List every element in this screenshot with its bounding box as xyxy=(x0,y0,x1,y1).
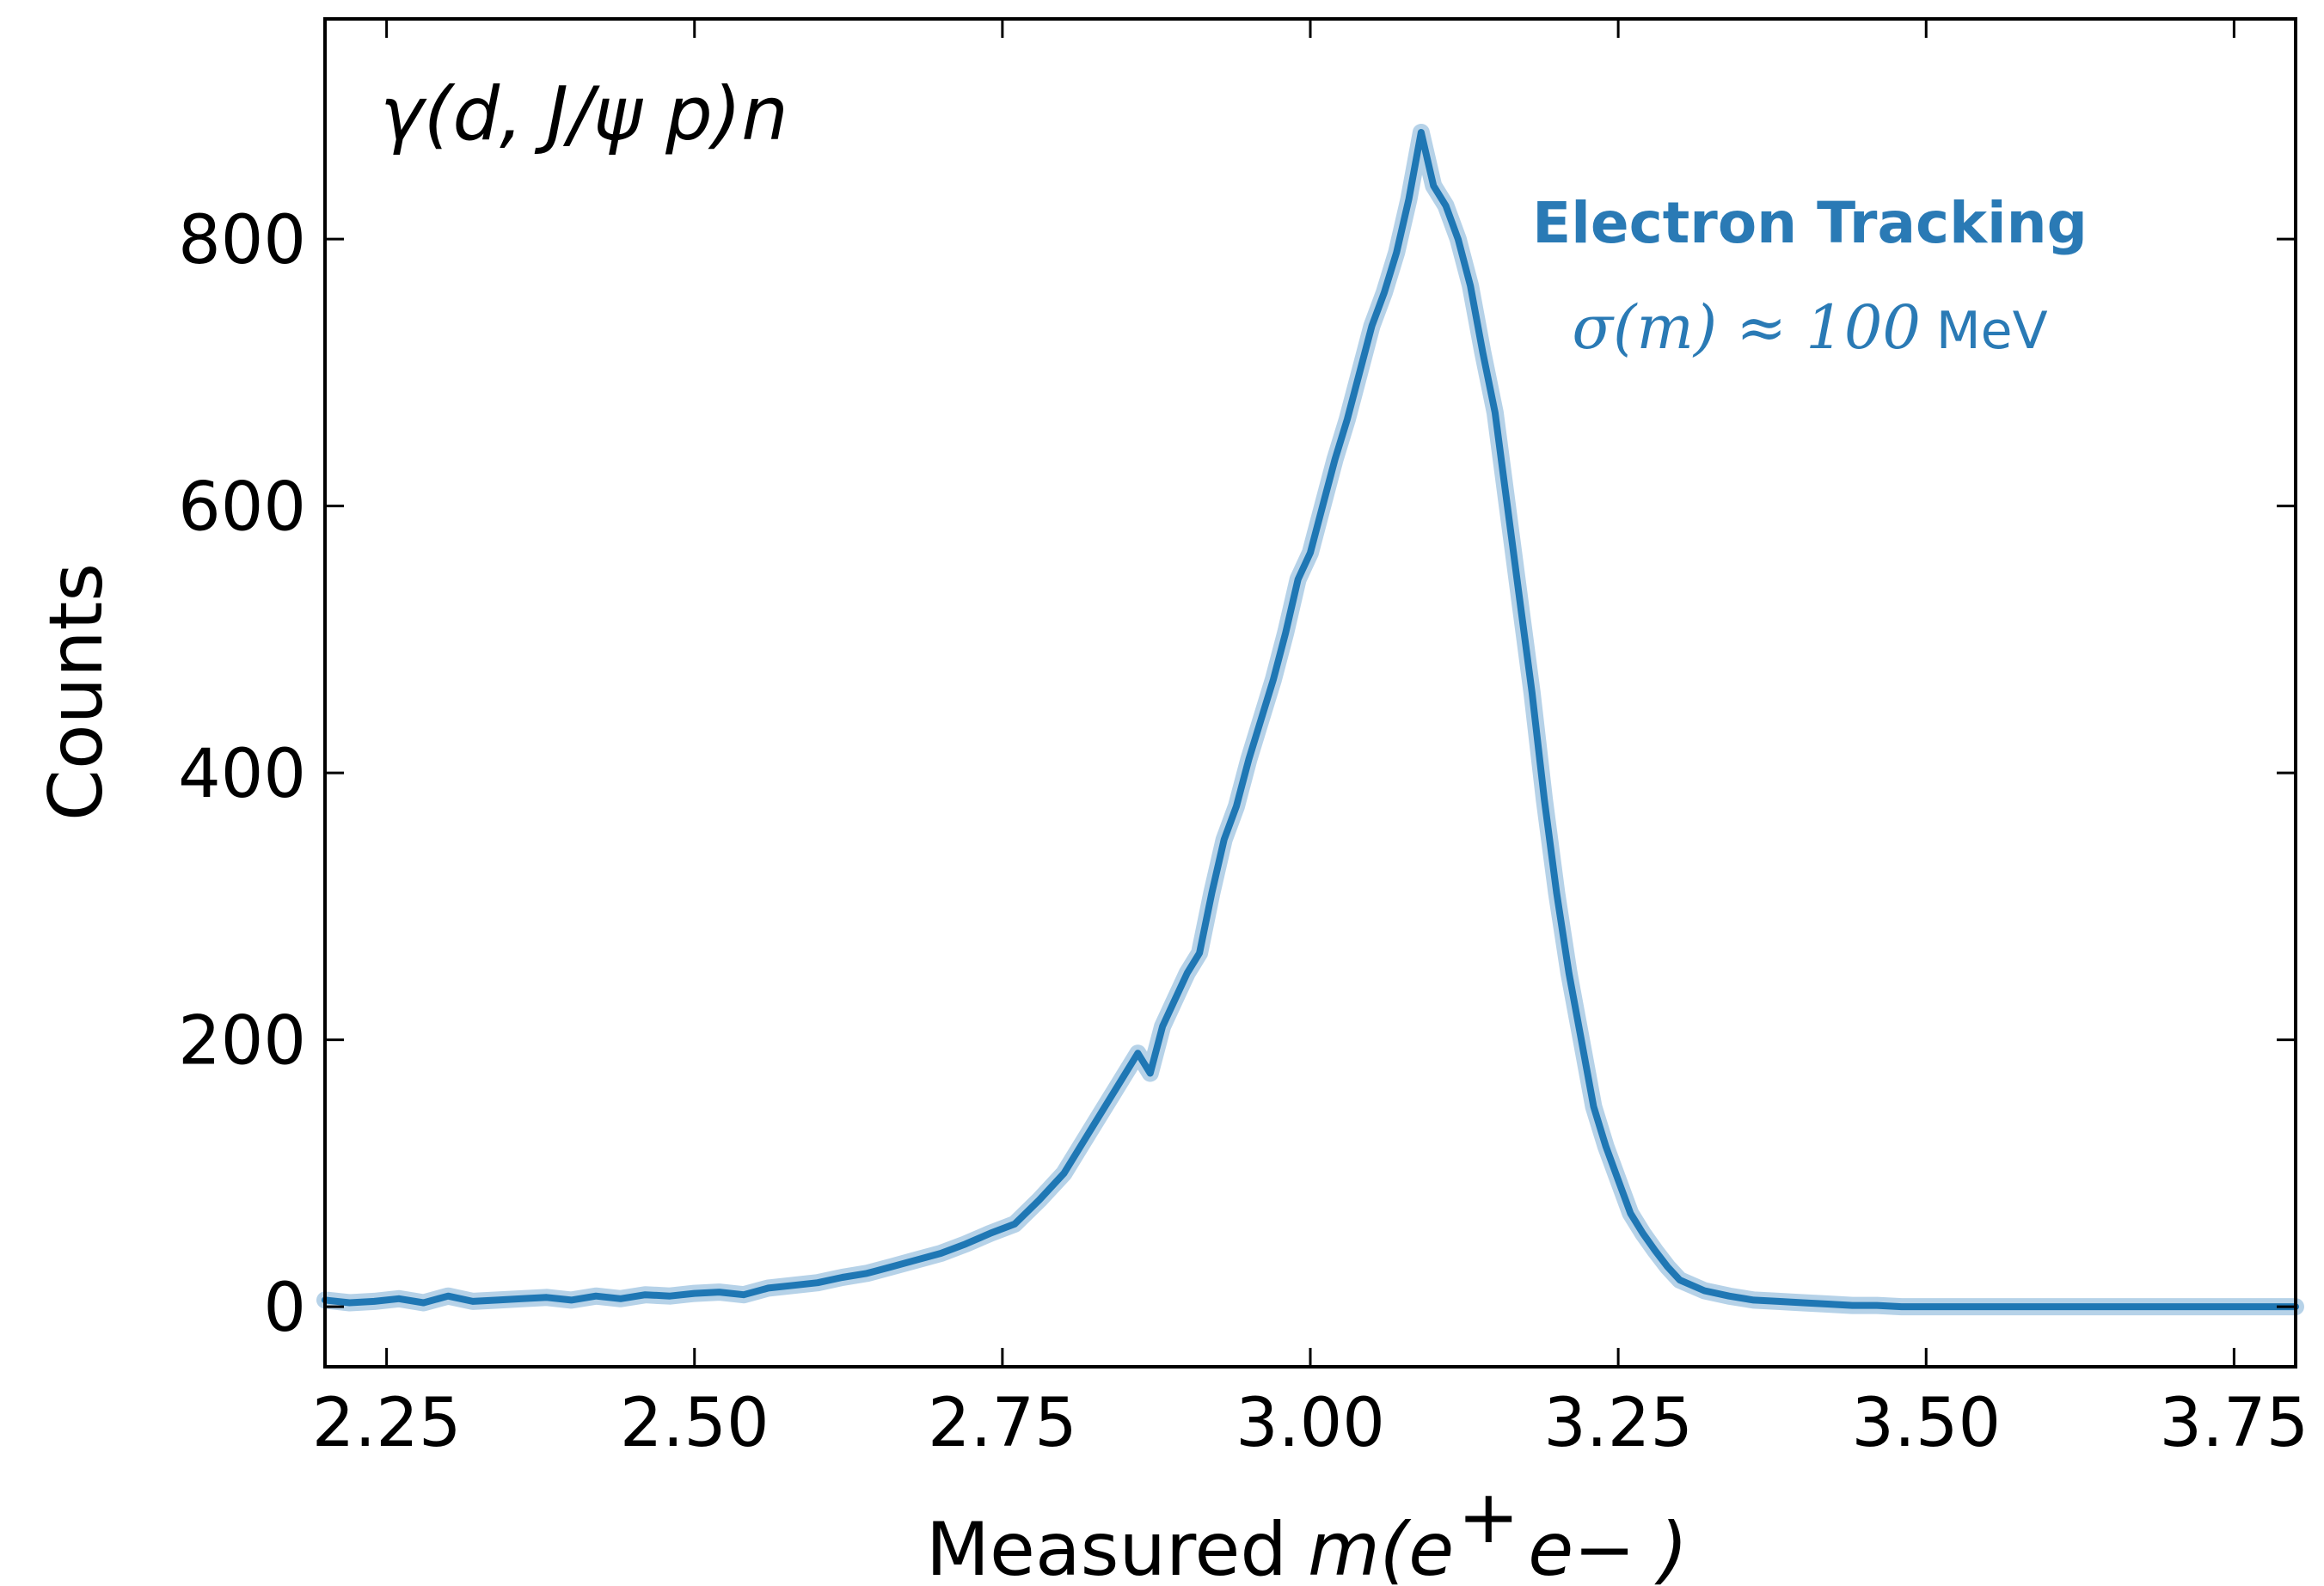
y-tick-label: 0 xyxy=(263,1270,306,1347)
x-tick-label: 2.50 xyxy=(620,1385,770,1462)
y-tick-label: 200 xyxy=(178,1003,306,1081)
series-line-layer xyxy=(322,129,2299,1311)
y-tick-label: 600 xyxy=(178,469,306,547)
x-tick-label: 2.25 xyxy=(312,1385,462,1462)
x-tick-label: 2.75 xyxy=(928,1385,1077,1462)
x-tick-label: 3.25 xyxy=(1543,1385,1693,1462)
x-axis-label-superscript: + xyxy=(1457,1474,1519,1560)
y-tick-label: 800 xyxy=(178,202,306,279)
x-tick-label: 3.50 xyxy=(1851,1385,2001,1462)
x-axis-label: Measured m(e + e− ) xyxy=(926,1474,1688,1586)
x-axis-label-math: m(e xyxy=(1308,1507,1454,1586)
x-axis-label-prefix: Measured xyxy=(926,1507,1287,1586)
ticks-layer: 2.25 2.50 2.75 3.00 3.25 3.50 3.75 0 200 400 600 80… xyxy=(178,19,2309,1462)
annotation-resolution: σ(m) ≈ 100 MeV xyxy=(1572,292,2047,363)
x-tick-label: 3.00 xyxy=(1236,1385,1385,1462)
annotation-resolution-unit: MeV xyxy=(1936,301,2048,361)
chart-title: γ(d, J/ψ p)n xyxy=(380,71,788,157)
annotation-method: Electron Tracking xyxy=(1532,190,2088,256)
annotation-resolution-math: σ(m) ≈ 100 xyxy=(1572,292,1921,363)
series-line-electron-tracking xyxy=(322,129,2299,1311)
x-tick-label: 3.75 xyxy=(2160,1385,2309,1462)
y-tick-label: 400 xyxy=(178,736,306,813)
x-axis-label-rest: e− ) xyxy=(1528,1507,1688,1586)
plot-frame xyxy=(323,17,2297,1369)
y-axis-label: Counts xyxy=(34,563,120,821)
